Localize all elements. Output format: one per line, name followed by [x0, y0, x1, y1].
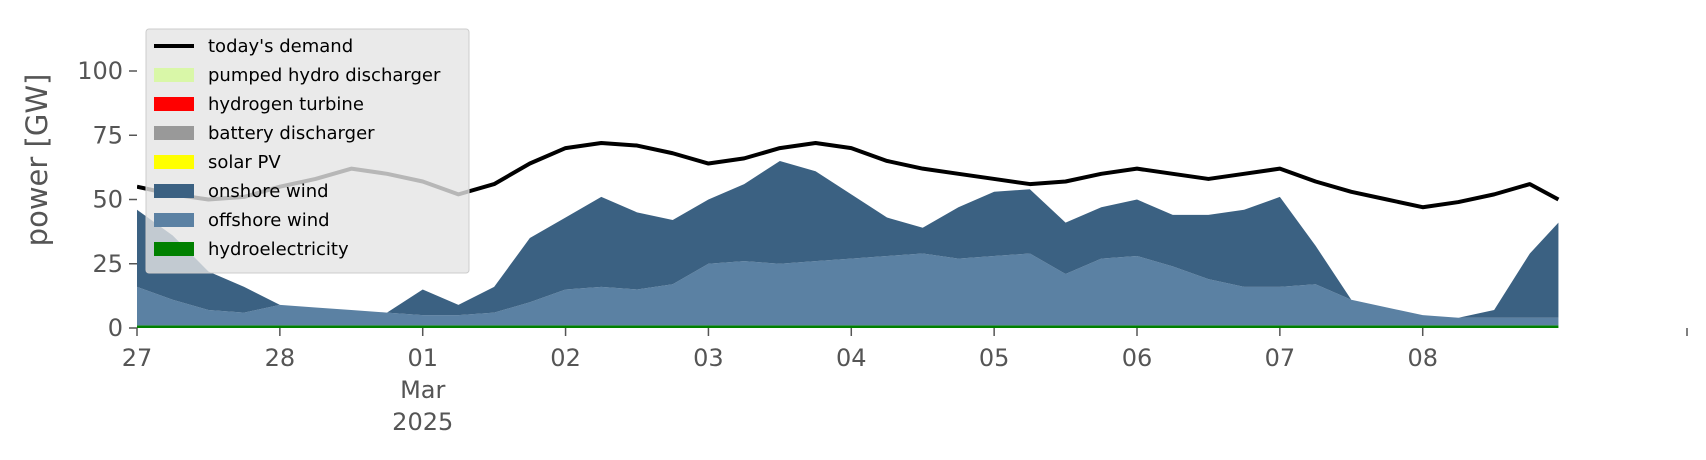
x-tick-label-6: 05 — [979, 344, 1010, 372]
legend-swatch-1 — [154, 68, 194, 82]
legend-swatch-5 — [154, 184, 194, 198]
legend-swatch-6 — [154, 213, 194, 227]
x-tick-label-9: 08 — [1407, 344, 1438, 372]
x-tick-month-label: Mar — [400, 376, 445, 404]
x-tick-label-3: 02 — [550, 344, 581, 372]
legend-swatch-3 — [154, 126, 194, 140]
y-tick-label-2: 50 — [92, 186, 123, 214]
legend-label-5: onshore wind — [208, 181, 329, 202]
area-series-2 — [137, 160, 1559, 318]
legend-swatch-7 — [154, 242, 194, 256]
legend-label-7: hydroelectricity — [208, 239, 349, 260]
x-tick-year-label: 2025 — [392, 408, 453, 436]
y-tick-label-0: 0 — [108, 314, 123, 342]
legend-swatch-2 — [154, 97, 194, 111]
legend: today's demand pumped hydro discharger hyd… — [145, 28, 470, 274]
legend-swatch-4 — [154, 155, 194, 169]
axes: 0 25 50 75 100 27 28 01 Mar 2025 02 03 04 05 06 07 08 — [77, 57, 1688, 436]
area-series-0 — [137, 325, 1559, 328]
legend-label-0: today's demand — [208, 36, 353, 57]
x-tick-label-0: 27 — [122, 344, 153, 372]
x-tick-label-5: 04 — [836, 344, 867, 372]
x-tick-label-4: 03 — [693, 344, 724, 372]
x-tick-label-1: 28 — [265, 344, 296, 372]
stacked-areas — [137, 160, 1559, 328]
legend-label-4: solar PV — [208, 152, 281, 173]
legend-label-1: pumped hydro discharger — [208, 65, 441, 86]
legend-label-6: offshore wind — [208, 210, 330, 231]
legend-box — [145, 28, 470, 274]
x-tick-label-8: 07 — [1265, 344, 1296, 372]
legend-label-2: hydrogen turbine — [208, 94, 364, 115]
area-series-1 — [137, 253, 1559, 326]
y-axis-title: power [GW] — [20, 74, 54, 247]
y-tick-label-4: 100 — [77, 57, 123, 85]
y-tick-label-3: 75 — [92, 121, 123, 149]
x-tick-label-2: 01 — [407, 344, 438, 372]
x-tick-label-7: 06 — [1122, 344, 1153, 372]
y-tick-label-1: 25 — [92, 250, 123, 278]
legend-label-3: battery discharger — [208, 123, 375, 144]
